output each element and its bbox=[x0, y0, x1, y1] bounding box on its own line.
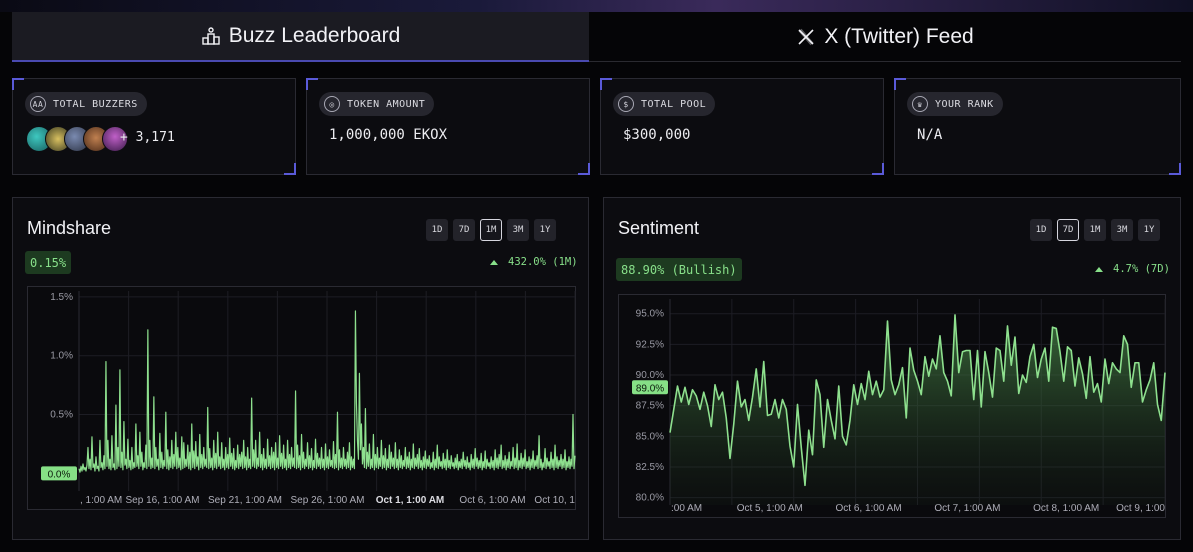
mindshare-change: 432.0% (1M) bbox=[490, 256, 578, 268]
tab-x-twitter-feed[interactable]: X (Twitter) Feed bbox=[589, 12, 1181, 62]
x-tick-label: , 1:00 AM bbox=[80, 495, 122, 506]
mindshare-change-text: 432.0% (1M) bbox=[508, 256, 578, 268]
timeframe-1d[interactable]: 1D bbox=[1030, 219, 1052, 241]
x-tick-label: Sep 21, 1:00 AM bbox=[208, 495, 282, 506]
tab-buzz-leaderboard[interactable]: Buzz Leaderboard bbox=[12, 12, 589, 62]
token-amount-label: TOKEN AMOUNT bbox=[347, 98, 426, 110]
total-buzzers-label: TOTAL BUZZERS bbox=[53, 98, 138, 110]
total-pool-card: $ TOTAL POOL $300,000 bbox=[600, 78, 884, 175]
up-arrow-icon bbox=[490, 259, 498, 265]
token-icon: ◎ bbox=[324, 96, 340, 112]
timeframe-1y[interactable]: 1Y bbox=[1138, 219, 1160, 241]
sentiment-change: 4.7% (7D) bbox=[1095, 263, 1170, 275]
total-pool-badge: $ TOTAL POOL bbox=[613, 92, 716, 116]
mindshare-title: Mindshare bbox=[27, 218, 112, 238]
current-value-marker bbox=[41, 466, 77, 481]
tab-label: X (Twitter) Feed bbox=[824, 24, 974, 48]
total-pool-value: $300,000 bbox=[623, 127, 691, 143]
sentiment-line bbox=[669, 314, 1166, 487]
total-buzzers-badge: AA TOTAL BUZZERS bbox=[25, 92, 147, 116]
mindshare-panel: Mindshare 1D 7D 1M 3M 1Y 0.15% 432.0% (1… bbox=[12, 197, 589, 540]
x-tick-label: :00 AM bbox=[671, 503, 702, 514]
timeframe-7d[interactable]: 7D bbox=[453, 219, 475, 241]
podium-icon bbox=[201, 26, 221, 46]
x-tick-label: Oct 10, 1 bbox=[534, 495, 575, 506]
x-tick-label: Oct 5, 1:00 AM bbox=[737, 503, 803, 514]
sentiment-chart-svg: 95.0% 92.5% 90.0% 87.5% 85.0% 82.5% 80.0% :00 A… bbox=[632, 299, 1166, 514]
sentiment-chart[interactable]: 95.0% 92.5% 90.0% 87.5% 85.0% 82.5% 80.0% :00 A… bbox=[618, 294, 1166, 518]
current-value-marker bbox=[632, 380, 668, 395]
token-amount-badge: ◎ TOKEN AMOUNT bbox=[319, 92, 435, 116]
timeframe-1m[interactable]: 1M bbox=[1084, 219, 1106, 241]
x-tick-label: Oct 1, 1:00 AM bbox=[376, 495, 445, 506]
timeframe-1m[interactable]: 1M bbox=[480, 219, 502, 241]
up-arrow-icon bbox=[1095, 266, 1103, 272]
y-tick-label: 95.0% bbox=[636, 309, 664, 320]
x-tick-label: Sep 26, 1:00 AM bbox=[291, 495, 365, 506]
sentiment-current-value: 88.90% (Bullish) bbox=[616, 258, 742, 281]
timeframe-1d[interactable]: 1D bbox=[426, 219, 448, 241]
your-rank-value: N/A bbox=[917, 127, 943, 143]
total-buzzers-card: AA TOTAL BUZZERS + 3,171 bbox=[12, 78, 296, 175]
x-tick-label: Oct 9, 1:00 bbox=[1116, 503, 1165, 514]
y-tick-label: 92.5% bbox=[636, 339, 664, 350]
x-tick-label: Sep 16, 1:00 AM bbox=[126, 495, 200, 506]
x-logo-icon bbox=[796, 27, 816, 47]
y-tick-label: 1.0% bbox=[50, 351, 73, 362]
your-rank-badge: ♛ YOUR RANK bbox=[907, 92, 1003, 116]
token-amount-value: 1,000,000 EKOX bbox=[329, 127, 448, 143]
sentiment-panel: Sentiment 1D 7D 1M 3M 1Y 88.90% (Bullish… bbox=[603, 197, 1181, 540]
y-tick-label: 90.0% bbox=[636, 370, 664, 381]
x-tick-label: Oct 6, 1:00 AM bbox=[836, 503, 902, 514]
y-tick-label: 0.5% bbox=[50, 410, 73, 421]
buzzers-count: + 3,171 bbox=[120, 130, 175, 145]
token-amount-card: ◎ TOKEN AMOUNT 1,000,000 EKOX bbox=[306, 78, 590, 175]
mindshare-chart-svg: 1.5% 1.0% 0.5% , 1:00 AM Sep 16, 1:00 AM Sep … bbox=[41, 291, 576, 506]
mindshare-timeframes: 1D 7D 1M 3M 1Y bbox=[426, 219, 556, 241]
y-tick-label: 82.5% bbox=[636, 462, 664, 473]
avatar bbox=[102, 126, 128, 152]
dollar-icon: $ bbox=[618, 96, 634, 112]
total-pool-label: TOTAL POOL bbox=[641, 98, 707, 110]
x-tick-label: Oct 8, 1:00 AM bbox=[1033, 503, 1099, 514]
trophy-icon: ♛ bbox=[912, 96, 928, 112]
your-rank-label: YOUR RANK bbox=[935, 98, 994, 110]
y-tick-label: 1.5% bbox=[50, 292, 73, 303]
y-tick-label: 80.0% bbox=[636, 493, 664, 504]
tab-label: Buzz Leaderboard bbox=[228, 24, 401, 47]
mindshare-current-value: 0.15% bbox=[25, 251, 72, 274]
sentiment-timeframes: 1D 7D 1M 3M 1Y bbox=[1030, 219, 1160, 241]
mindshare-line bbox=[78, 310, 576, 473]
timeframe-3m[interactable]: 3M bbox=[1111, 219, 1133, 241]
y-tick-label: 85.0% bbox=[636, 431, 664, 442]
sentiment-title: Sentiment bbox=[618, 218, 700, 238]
mindshare-chart[interactable]: 1.5% 1.0% 0.5% , 1:00 AM Sep 16, 1:00 AM Sep … bbox=[27, 286, 576, 510]
current-value-marker-label: 89.0% bbox=[636, 383, 664, 394]
buzzer-avatars[interactable] bbox=[26, 126, 128, 152]
current-value-marker-label: 0.0% bbox=[48, 469, 71, 480]
sentiment-change-text: 4.7% (7D) bbox=[1113, 263, 1170, 275]
y-tick-label: 87.5% bbox=[636, 401, 664, 412]
top-banner-glow bbox=[0, 0, 1193, 12]
x-tick-label: Oct 6, 1:00 AM bbox=[459, 495, 525, 506]
x-tick-label: Oct 7, 1:00 AM bbox=[934, 503, 1000, 514]
your-rank-card: ♛ YOUR RANK N/A bbox=[894, 78, 1181, 175]
timeframe-7d[interactable]: 7D bbox=[1057, 219, 1079, 241]
timeframe-3m[interactable]: 3M bbox=[507, 219, 529, 241]
timeframe-1y[interactable]: 1Y bbox=[534, 219, 556, 241]
users-icon: AA bbox=[30, 96, 46, 112]
